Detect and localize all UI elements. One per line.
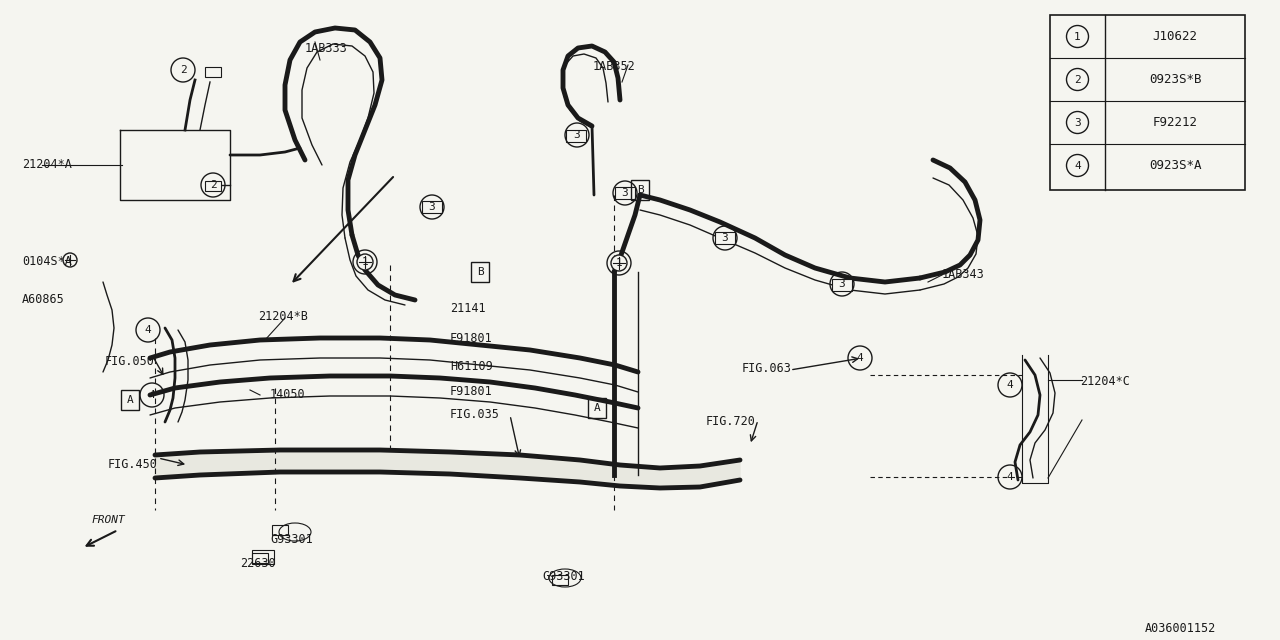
- Text: 1: 1: [1074, 31, 1080, 42]
- Polygon shape: [620, 465, 660, 488]
- Polygon shape: [660, 466, 700, 488]
- Text: G93301: G93301: [541, 570, 585, 583]
- Text: 14050: 14050: [270, 388, 306, 401]
- Text: 3: 3: [1074, 118, 1080, 127]
- Polygon shape: [155, 452, 200, 478]
- Text: A: A: [127, 395, 133, 405]
- Text: 4: 4: [856, 353, 864, 363]
- Bar: [716, 232, 735, 244]
- Text: 3: 3: [573, 130, 580, 140]
- Text: 1AB343: 1AB343: [942, 268, 984, 281]
- Bar: [588, 398, 605, 418]
- Circle shape: [611, 255, 627, 271]
- Bar: [1050, 15, 1245, 190]
- Polygon shape: [520, 455, 580, 482]
- Text: 3: 3: [722, 233, 728, 243]
- Text: 21141: 21141: [451, 302, 485, 315]
- Text: B: B: [636, 185, 644, 195]
- Text: 3: 3: [838, 279, 845, 289]
- Text: 4: 4: [145, 325, 151, 335]
- Text: 2: 2: [210, 180, 216, 190]
- Text: 0923S*B: 0923S*B: [1148, 73, 1201, 86]
- Bar: [631, 180, 649, 200]
- Bar: [252, 550, 274, 564]
- Polygon shape: [451, 452, 520, 478]
- Text: 0104S*A: 0104S*A: [22, 255, 72, 268]
- Text: FIG.035: FIG.035: [451, 408, 500, 421]
- Bar: [205, 181, 221, 191]
- Text: FRONT: FRONT: [91, 515, 125, 525]
- Text: 22630: 22630: [241, 557, 275, 570]
- Polygon shape: [700, 460, 740, 487]
- Text: 1: 1: [616, 258, 622, 268]
- Text: A036001152: A036001152: [1146, 622, 1216, 635]
- Text: 1: 1: [362, 257, 369, 267]
- Bar: [832, 279, 852, 291]
- Bar: [552, 575, 568, 585]
- Text: A60865: A60865: [22, 293, 65, 306]
- Text: FIG.450: FIG.450: [108, 458, 157, 471]
- Text: 21204*A: 21204*A: [22, 158, 72, 171]
- Bar: [273, 525, 288, 535]
- Text: 0923S*A: 0923S*A: [1148, 159, 1201, 172]
- Polygon shape: [380, 450, 451, 474]
- Text: 1AB333: 1AB333: [305, 42, 348, 55]
- Bar: [422, 201, 442, 213]
- Polygon shape: [580, 460, 620, 486]
- Text: 2: 2: [179, 65, 187, 75]
- Circle shape: [63, 253, 77, 267]
- Bar: [205, 67, 221, 77]
- Bar: [614, 187, 635, 199]
- Text: 4: 4: [1074, 161, 1080, 170]
- Polygon shape: [200, 450, 280, 475]
- Bar: [471, 262, 489, 282]
- Text: H61109: H61109: [451, 360, 493, 373]
- Text: F92212: F92212: [1152, 116, 1198, 129]
- Text: 4: 4: [1006, 472, 1014, 482]
- Polygon shape: [280, 450, 380, 472]
- Text: 3: 3: [622, 188, 628, 198]
- Text: FIG.720: FIG.720: [707, 415, 756, 428]
- Text: 21204*C: 21204*C: [1080, 375, 1130, 388]
- Bar: [566, 130, 586, 142]
- Text: 1AB352: 1AB352: [593, 60, 636, 73]
- Text: FIG.063: FIG.063: [742, 362, 792, 375]
- Text: G93301: G93301: [270, 533, 312, 546]
- Text: B: B: [476, 267, 484, 277]
- Text: 4: 4: [148, 390, 155, 400]
- Text: 2: 2: [1074, 74, 1080, 84]
- Text: 21204*B: 21204*B: [259, 310, 308, 323]
- Bar: [252, 553, 268, 563]
- Text: 4: 4: [1006, 380, 1014, 390]
- Text: J10622: J10622: [1152, 30, 1198, 43]
- Text: A: A: [594, 403, 600, 413]
- Text: 3: 3: [429, 202, 435, 212]
- Bar: [122, 390, 140, 410]
- Text: FIG.050: FIG.050: [105, 355, 155, 368]
- Circle shape: [357, 254, 372, 270]
- Text: F91801: F91801: [451, 332, 493, 345]
- Text: F91801: F91801: [451, 385, 493, 398]
